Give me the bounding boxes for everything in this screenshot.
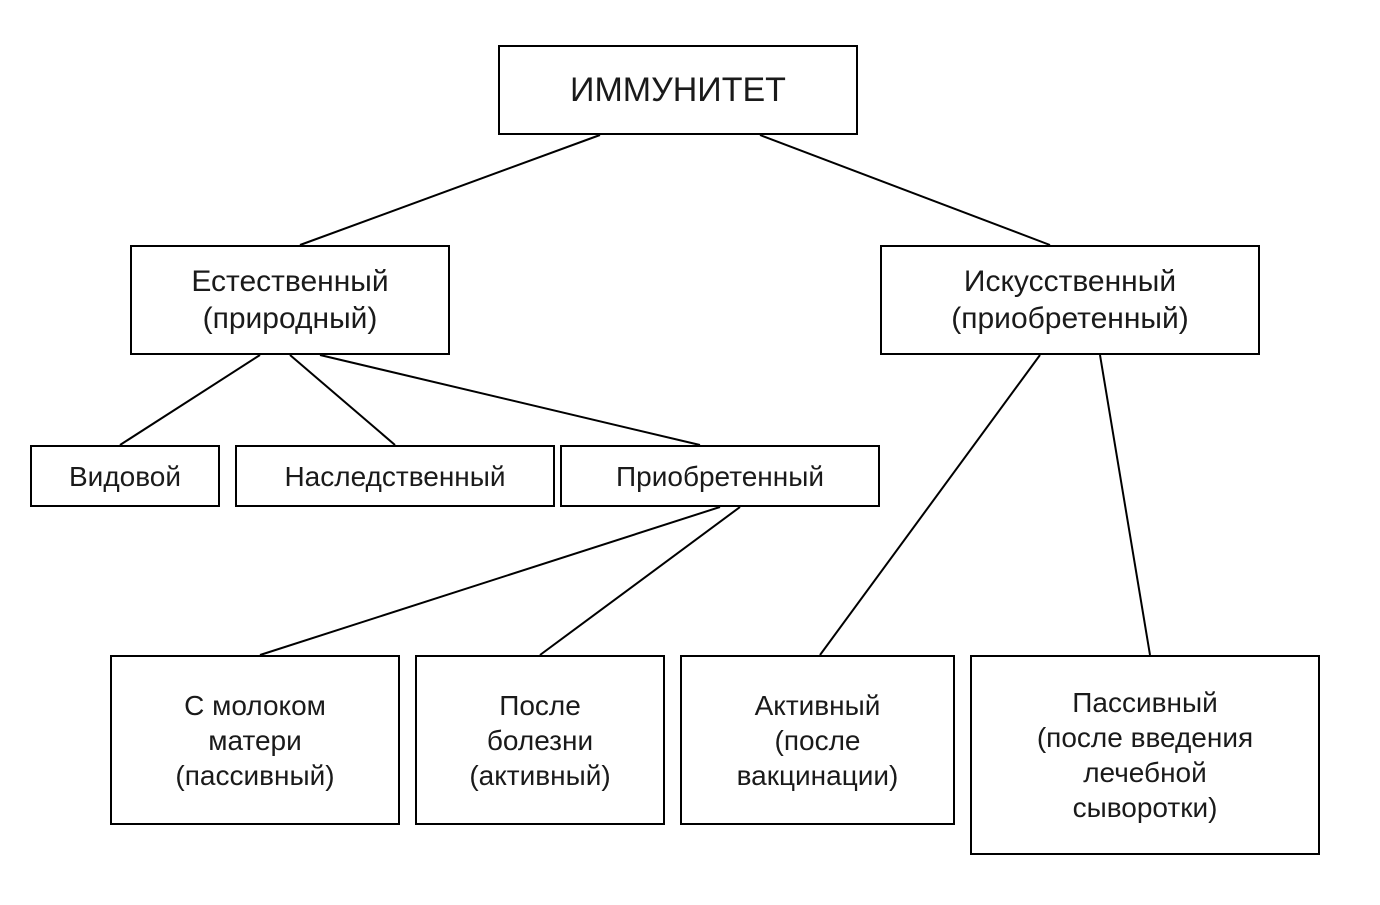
- node-species: Видовой: [30, 445, 220, 507]
- node-root: ИММУНИТЕТ: [498, 45, 858, 135]
- node-acquired: Приобретенный: [560, 445, 880, 507]
- edge-root-artificial: [760, 135, 1050, 245]
- node-passive: Пассивный(после введениялечебнойсыворотк…: [970, 655, 1320, 855]
- edge-natural-acquired: [320, 355, 700, 445]
- edge-natural-species: [120, 355, 260, 445]
- node-active: Активный(послевакцинации): [680, 655, 955, 825]
- node-hereditary: Наследственный: [235, 445, 555, 507]
- edge-acquired-milk: [260, 507, 720, 655]
- edge-natural-hereditary: [290, 355, 395, 445]
- edge-artificial-passive: [1100, 355, 1150, 655]
- node-disease: Послеболезни(активный): [415, 655, 665, 825]
- node-artificial: Искусственный(приобретенный): [880, 245, 1260, 355]
- node-milk: С молокомматери(пассивный): [110, 655, 400, 825]
- edge-root-natural: [300, 135, 600, 245]
- node-natural: Естественный(природный): [130, 245, 450, 355]
- edge-acquired-disease: [540, 507, 740, 655]
